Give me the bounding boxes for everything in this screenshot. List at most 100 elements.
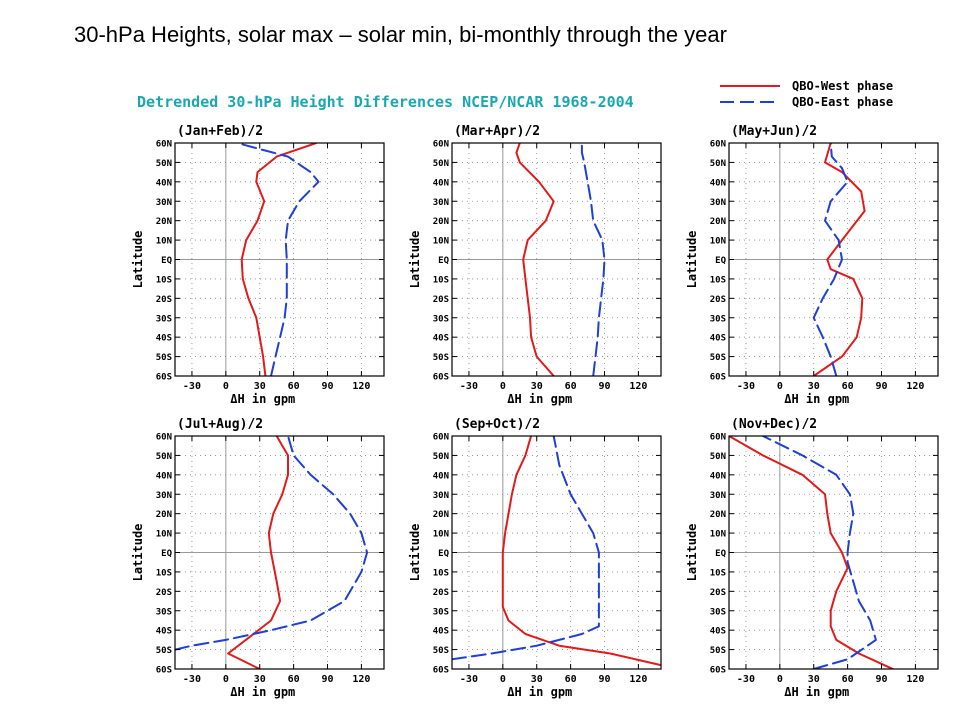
y-tick-label: 20S [433, 588, 449, 598]
x-tick-label: 30 [531, 381, 543, 392]
x-tick-label: 60 [565, 674, 577, 685]
y-tick-label: 60S [156, 666, 172, 676]
y-tick-label: 10S [433, 568, 449, 578]
y-tick-label: 60N [710, 140, 726, 150]
chart-panel: -30 0 30 60 90 120 60S 50S 40S 30S 20S 10S EQ 10N 20N 3… [408, 417, 662, 699]
y-tick-label: 10N [710, 530, 726, 540]
x-tick-label: 60 [842, 381, 854, 392]
x-tick-label: 90 [598, 674, 610, 685]
y-tick-label: 50S [710, 353, 726, 363]
x-tick-label: 60 [565, 381, 577, 392]
y-tick-label: 20N [710, 217, 726, 227]
x-tick-label: -30 [737, 674, 755, 685]
series-line-qbo-east [175, 436, 369, 651]
y-tick-label: 30S [156, 314, 172, 324]
y-tick-label: 60S [710, 666, 726, 676]
y-tick-label: 30S [433, 607, 449, 617]
y-tick-label: 30S [710, 607, 726, 617]
y-tick-label: 60N [433, 433, 449, 443]
panel-title: (Sep+Oct)/2 [454, 417, 540, 432]
y-tick-label: EQ [715, 256, 726, 266]
chart-panel: -30 0 30 60 90 120 60S 50S 40S 30S 20S 10S EQ 10N 20N 3… [685, 417, 939, 699]
panel-title: (Nov+Dec)/2 [731, 417, 817, 432]
x-axis-label: ΔH in gpm [230, 685, 295, 699]
x-tick-label: 90 [875, 674, 887, 685]
series-line-qbo-west [729, 436, 894, 669]
y-tick-label: 20N [710, 510, 726, 520]
y-tick-label: 40S [156, 334, 172, 344]
y-tick-label: 30S [156, 607, 172, 617]
y-tick-label: EQ [161, 256, 172, 266]
y-tick-label: 60S [710, 373, 726, 383]
x-tick-label: 30 [254, 381, 266, 392]
y-tick-label: 50S [156, 646, 172, 656]
y-tick-label: 30N [710, 491, 726, 501]
x-tick-label: 0 [777, 381, 783, 392]
y-tick-label: 20N [156, 510, 172, 520]
y-tick-label: 50S [710, 646, 726, 656]
y-tick-label: 20N [433, 510, 449, 520]
y-tick-label: 10N [156, 530, 172, 540]
y-tick-label: 30S [433, 314, 449, 324]
x-tick-label: 30 [531, 674, 543, 685]
x-tick-label: 30 [808, 381, 820, 392]
y-tick-label: 30N [433, 198, 449, 208]
series-line-qbo-west [515, 143, 555, 376]
panel-title: (May+Jun)/2 [731, 124, 817, 139]
x-tick-label: 0 [500, 381, 506, 392]
chart-panel: -30 0 30 60 90 120 60S 50S 40S 30S 20S 10S EQ 10N 20N 3… [131, 417, 385, 699]
y-tick-label: 50N [156, 159, 172, 169]
x-tick-label: 90 [598, 381, 610, 392]
panel-title: (Jul+Aug)/2 [177, 417, 263, 432]
y-tick-label: 50S [433, 353, 449, 363]
y-tick-label: 50S [156, 353, 172, 363]
y-tick-label: 10S [156, 568, 172, 578]
y-tick-label: 40N [710, 178, 726, 188]
y-tick-label: 40S [710, 627, 726, 637]
x-tick-label: 120 [629, 674, 647, 685]
x-tick-label: 60 [288, 381, 300, 392]
legend: QBO-West phase QBO-East phase [720, 79, 893, 109]
x-tick-label: 0 [223, 674, 229, 685]
y-tick-label: 60S [433, 666, 449, 676]
y-tick-label: EQ [438, 256, 449, 266]
legend-item: QBO-West phase [720, 79, 893, 93]
y-tick-label: 30N [710, 198, 726, 208]
y-tick-label: 20S [710, 295, 726, 305]
x-tick-label: -30 [737, 381, 755, 392]
x-tick-label: 0 [500, 674, 506, 685]
slide-title: 30-hPa Heights, solar max – solar min, b… [74, 22, 727, 47]
y-tick-label: 20S [156, 295, 172, 305]
x-axis-label: ΔH in gpm [507, 685, 572, 699]
x-tick-label: 30 [254, 674, 266, 685]
y-tick-label: 40N [433, 178, 449, 188]
x-tick-label: 120 [352, 381, 370, 392]
series-line-qbo-west [501, 436, 661, 667]
x-axis-label: ΔH in gpm [784, 685, 849, 699]
legend-label: QBO-West phase [792, 79, 893, 93]
y-tick-label: 40N [710, 471, 726, 481]
x-tick-label: -30 [460, 381, 478, 392]
y-tick-label: 60N [710, 433, 726, 443]
y-tick-label: 50N [710, 159, 726, 169]
series-line-qbo-east [236, 143, 320, 376]
y-axis-label: Latitude [131, 524, 145, 582]
y-tick-label: 20N [156, 217, 172, 227]
panel-title: (Jan+Feb)/2 [177, 124, 263, 139]
x-axis-label: ΔH in gpm [507, 392, 572, 406]
y-tick-label: 10N [433, 237, 449, 247]
legend-label: QBO-East phase [792, 95, 893, 109]
series-line-qbo-east [452, 436, 600, 661]
y-tick-label: 20N [433, 217, 449, 227]
y-tick-label: EQ [715, 549, 726, 559]
y-tick-label: 40S [433, 334, 449, 344]
x-axis-label: ΔH in gpm [230, 392, 295, 406]
x-tick-label: 120 [906, 674, 924, 685]
x-tick-label: 120 [906, 381, 924, 392]
y-tick-label: 30S [710, 314, 726, 324]
x-tick-label: 60 [288, 674, 300, 685]
y-axis-label: Latitude [408, 524, 422, 582]
y-tick-label: 40S [433, 627, 449, 637]
y-tick-label: 20S [710, 588, 726, 598]
